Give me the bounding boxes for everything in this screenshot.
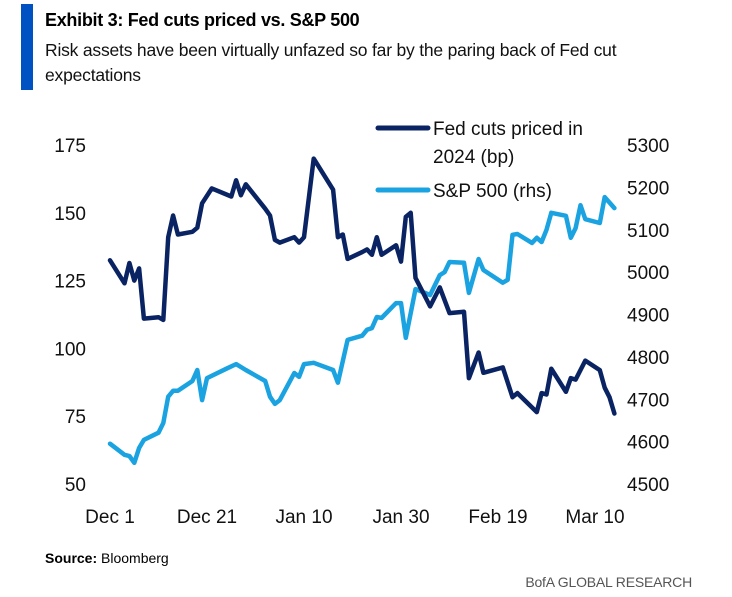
y-left-tick-label: 150: [54, 204, 86, 225]
x-tick-label: Mar 10: [565, 507, 624, 528]
y-right-tick-label: 4500: [627, 475, 669, 496]
legend-label-fed-cuts-line2: 2024 (bp): [433, 147, 514, 168]
x-axis: Dec 1 Dec 21 Jan 10 Jan 30 Feb 19 Mar 10: [85, 507, 624, 528]
legend: Fed cuts priced in 2024 (bp) S&P 500 (rh…: [375, 119, 583, 202]
chart-subtitle: Risk assets have been virtually unfazed …: [45, 40, 617, 85]
source-value: Bloomberg: [101, 550, 169, 566]
source-note: Source: Bloomberg: [45, 550, 169, 566]
y-right-tick-label: 4900: [627, 306, 669, 327]
y-right-tick-label: 5000: [627, 263, 669, 284]
legend-label-sp500: S&P 500 (rhs): [433, 181, 552, 202]
y-left-tick-label: 75: [65, 407, 86, 428]
y-axis-right: 5300 5200 5100 5000 4900 4800 4700 4600 4500: [627, 136, 669, 496]
y-axis-left: 175 150 125 100 75 50: [54, 136, 86, 496]
y-left-tick-label: 125: [54, 272, 86, 293]
brand-label: BofA GLOBAL RESEARCH: [525, 574, 692, 590]
x-tick-label: Jan 30: [372, 507, 429, 528]
x-tick-label: Jan 10: [275, 507, 332, 528]
y-left-tick-label: 50: [65, 475, 86, 496]
y-right-tick-label: 4600: [627, 433, 669, 454]
y-right-tick-label: 5100: [627, 221, 669, 242]
x-tick-label: Dec 21: [177, 507, 237, 528]
chart-title: Exhibit 3: Fed cuts priced vs. S&P 500: [45, 10, 360, 30]
source-label: Source:: [45, 550, 98, 566]
y-right-tick-label: 5200: [627, 178, 669, 199]
series-line-sp500: [107, 194, 617, 466]
legend-label-fed-cuts-line1: Fed cuts priced in: [433, 119, 583, 140]
y-right-tick-label: 4700: [627, 390, 669, 411]
series-lines: [107, 156, 617, 466]
x-tick-label: Feb 19: [468, 507, 527, 528]
y-left-tick-label: 100: [54, 339, 86, 360]
x-tick-label: Dec 1: [85, 507, 135, 528]
y-right-tick-label: 5300: [627, 136, 669, 157]
accent-bar: [21, 4, 33, 90]
y-left-tick-label: 175: [54, 136, 86, 157]
y-right-tick-label: 4800: [627, 348, 669, 369]
